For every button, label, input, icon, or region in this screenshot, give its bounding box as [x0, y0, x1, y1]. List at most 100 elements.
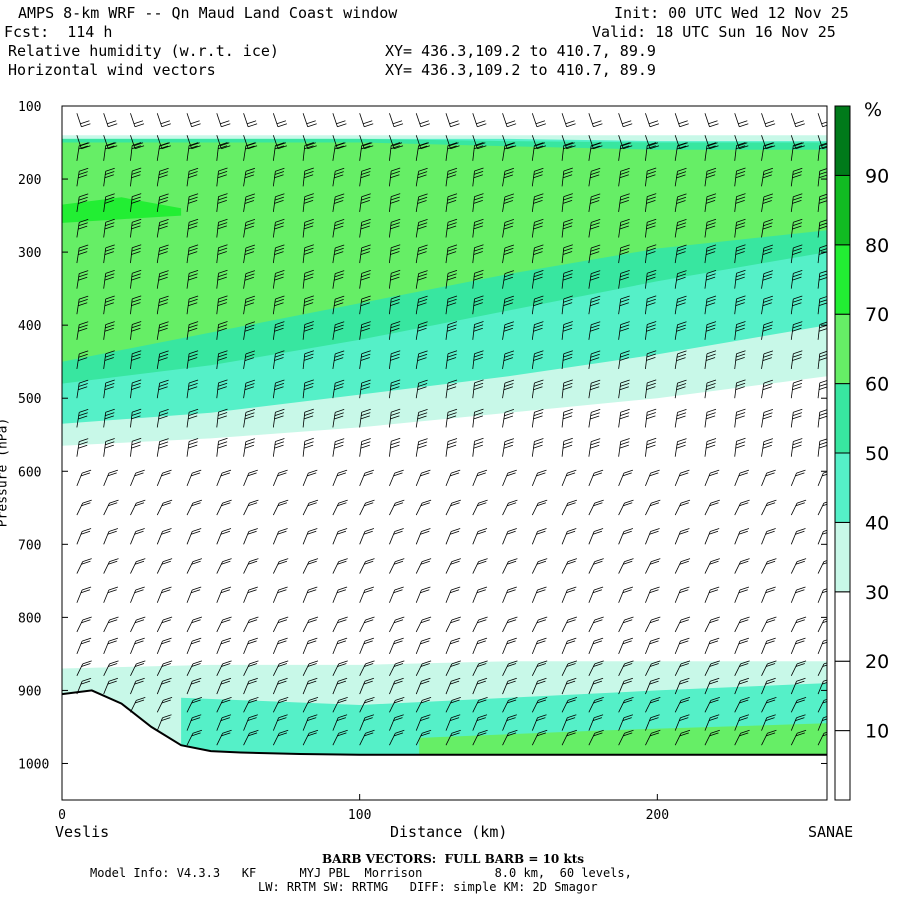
wind-barb [531, 558, 548, 574]
wind-barb [272, 714, 288, 731]
wind-barb [156, 586, 172, 603]
wind-barb [156, 350, 169, 370]
wind-barb [704, 350, 717, 370]
wind-barb [618, 321, 630, 340]
wind-barb [531, 586, 547, 603]
wind-barb [645, 558, 661, 574]
colorbar: 10 20 30 40 50 60 70 80 90% [834, 99, 889, 801]
wind-barb [704, 193, 717, 212]
wind-barb [761, 637, 776, 655]
wind-barb [674, 409, 687, 428]
wind-barb [272, 616, 289, 633]
wind-barb [302, 586, 318, 603]
wind-barb [645, 193, 657, 212]
wind-barb [186, 193, 199, 212]
wind-barb [302, 350, 314, 370]
wind-barb [103, 218, 115, 238]
wind-barb [618, 729, 634, 746]
wind-barb [445, 438, 458, 457]
y-tick-label: 800 [18, 611, 41, 626]
wind-barb [790, 469, 806, 487]
wind-barb [243, 660, 259, 676]
wind-barb [502, 321, 515, 340]
wind-barb [734, 586, 750, 603]
wind-barb [645, 295, 657, 315]
wind-barb [445, 218, 458, 238]
wind-barb [502, 295, 515, 315]
wind-barb [389, 677, 404, 695]
wind-barb [645, 586, 660, 603]
wind-barb [359, 677, 375, 695]
wind-barb [415, 379, 428, 399]
wind-barb [704, 438, 717, 457]
rh-layer-7 [419, 723, 827, 757]
wind-barb [130, 321, 142, 340]
wind-barb [502, 528, 517, 545]
wind-barb [588, 714, 604, 731]
wind-barb [561, 321, 573, 340]
wind-barb [704, 167, 717, 187]
y-tick-label: 700 [18, 538, 41, 553]
wind-barb [674, 616, 691, 633]
wind-barb [332, 729, 348, 746]
wind-barb [817, 135, 827, 150]
wind-barb [332, 409, 345, 428]
wind-barb [415, 528, 431, 545]
wind-barb [243, 270, 256, 289]
xy-range-rh: XY= 436.3,109.2 to 410.7, 89.9 [385, 42, 656, 60]
wind-barb [186, 218, 199, 238]
wind-barb [561, 714, 577, 731]
wind-barb [790, 270, 803, 289]
wind-barb [103, 660, 119, 676]
wind-barb [243, 219, 256, 238]
wind-barb [445, 270, 458, 289]
wind-barb [588, 586, 604, 603]
wind-barb [216, 167, 228, 187]
wind-barb [588, 167, 601, 187]
wind-barb [674, 193, 687, 212]
wind-barb [502, 677, 517, 695]
wind-barb [761, 113, 776, 128]
wind-barb [674, 167, 687, 187]
wind-barb [216, 714, 232, 731]
wind-barb [415, 321, 428, 340]
wind-barb [445, 499, 461, 516]
wind-barb [472, 167, 484, 187]
wind-barb [359, 714, 375, 731]
wind-barb [588, 469, 604, 487]
wind-barb [389, 637, 404, 655]
plot-frame [61, 105, 828, 801]
wind-barb [186, 438, 199, 457]
wind-barb [445, 142, 458, 161]
wind-barb [359, 244, 371, 264]
wind-barb [761, 409, 774, 428]
wind-barb [302, 321, 314, 340]
wind-barb [704, 729, 720, 746]
wind-barb [216, 350, 228, 370]
wind-barb [103, 142, 115, 161]
wind-barb [76, 193, 89, 212]
y-tick-label: 400 [18, 319, 41, 334]
wind-barb [359, 350, 371, 370]
wind-barb [734, 558, 750, 574]
wind-barb [272, 408, 285, 428]
wind-barb [761, 321, 774, 340]
wind-barb [734, 167, 746, 187]
wind-barb [790, 295, 803, 315]
wind-barb [156, 270, 169, 289]
wind-barb [156, 616, 173, 633]
wind-barb [302, 269, 314, 289]
wind-barb [588, 499, 604, 516]
colorbar-bin [834, 730, 851, 801]
wind-barb [502, 167, 515, 187]
wind-barb [674, 714, 690, 731]
wind-barb [359, 586, 375, 603]
colorbar-label: 30 [865, 582, 889, 604]
wind-barb [359, 142, 371, 161]
wind-barb [389, 113, 404, 128]
wind-barb [389, 558, 405, 574]
wind-barb [76, 295, 89, 315]
wind-barb [243, 438, 256, 457]
wind-barb [704, 714, 720, 731]
wind-barb [761, 350, 774, 370]
